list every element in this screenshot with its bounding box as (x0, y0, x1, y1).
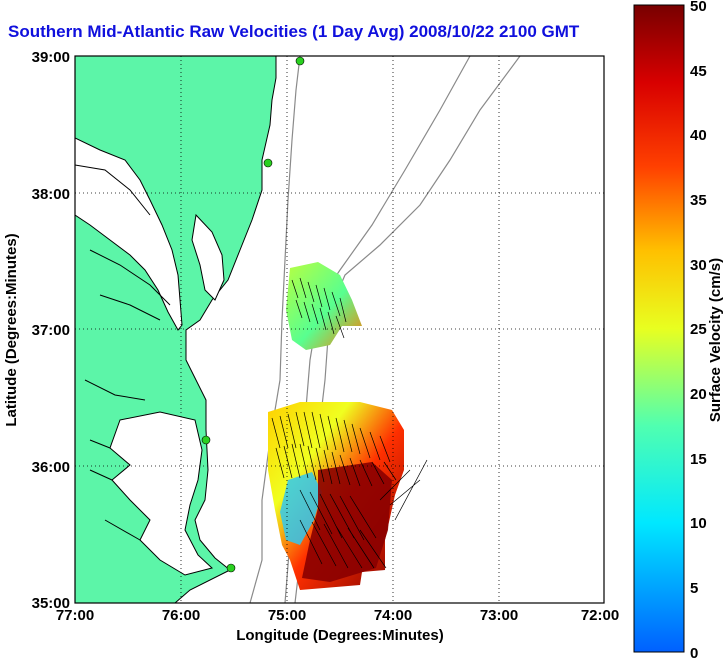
slow-current-core (280, 472, 322, 545)
x-tick-label: 76:00 (162, 607, 200, 624)
y-tick-label: 37:00 (32, 322, 70, 339)
eastern-shore-water (191, 213, 225, 301)
x-tick-label: 72:00 (581, 607, 619, 624)
chesapeake-bay (75, 137, 183, 331)
colorbar-tick-label: 5 (690, 580, 698, 597)
plot-frame (74, 55, 605, 604)
bay-tributary (75, 164, 171, 321)
colorbar-ticks: 50 45 40 35 30 25 20 15 10 5 0 (690, 0, 707, 659)
y-tick-label: 36:00 (32, 459, 70, 476)
fast-current-core (302, 462, 392, 582)
colorbar (633, 4, 685, 653)
bathymetry-contour (249, 56, 301, 603)
colorbar-tick-label: 30 (690, 257, 707, 274)
colorbar-tick-label: 20 (690, 386, 707, 403)
y-tick-label: 39:00 (32, 49, 70, 66)
velocity-vectors (271, 277, 428, 569)
x-tick-label: 74:00 (374, 607, 412, 624)
colorbar-tick-label: 0 (690, 645, 698, 659)
pamlico-sound (109, 411, 214, 576)
x-axis: 77:00 76:00 75:00 74:00 73:00 72:00 (56, 607, 619, 624)
colorbar-tick-label: 10 (690, 515, 707, 532)
colorbar-label: Surface Velocity (cm/s) (707, 258, 724, 422)
colorbar-tick-label: 40 (690, 127, 707, 144)
colorbar-tick-label: 50 (690, 0, 707, 15)
sound-inlet (84, 379, 146, 541)
colorbar-tick-label: 15 (690, 451, 707, 468)
x-tick-label: 75:00 (268, 607, 306, 624)
y-axis-label: Latitude (Degrees:Minutes) (3, 233, 20, 426)
x-tick-label: 77:00 (56, 607, 94, 624)
x-tick-label: 73:00 (480, 607, 518, 624)
radar-site-marker (201, 435, 211, 445)
x-axis-label: Longitude (Degrees:Minutes) (236, 627, 444, 644)
y-axis: 39:00 38:00 37:00 36:00 35:00 (32, 49, 70, 612)
map-title: Southern Mid-Atlantic Raw Velocities (1 … (8, 22, 580, 41)
y-tick-label: 38:00 (32, 186, 70, 203)
y-tick-label: 35:00 (32, 595, 70, 612)
radar-site-marker (226, 563, 236, 573)
radar-sites (201, 56, 305, 573)
colorbar-tick-label: 45 (690, 63, 707, 80)
colorbar-tick-label: 35 (690, 192, 707, 209)
radar-site-marker (295, 56, 305, 66)
velocity-field-north (286, 262, 362, 350)
graticule (75, 56, 604, 603)
colorbar-tick-label: 25 (690, 321, 707, 338)
radar-site-marker (263, 158, 273, 168)
